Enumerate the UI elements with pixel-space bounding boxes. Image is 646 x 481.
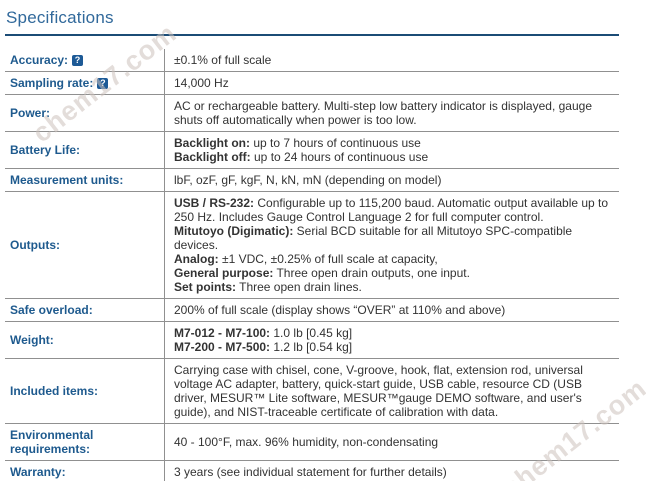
spec-value-line: M7-200 - M7-500: 1.2 lb [0.54 kg]	[174, 340, 615, 354]
spec-label: Included items:	[5, 359, 165, 423]
spec-value-line: Backlight on: up to 7 hours of continuou…	[174, 136, 615, 150]
specifications-page: Specifications Accuracy:? ±0.1% of full s…	[5, 8, 619, 481]
spec-row: Power: AC or rechargeable battery. Multi-…	[5, 95, 619, 132]
spec-value-bold: Backlight off:	[174, 150, 251, 164]
spec-label: Accuracy:?	[5, 49, 165, 71]
spec-value: Backlight on: up to 7 hours of continuou…	[165, 132, 619, 168]
spec-row: Accuracy:? ±0.1% of full scale	[5, 49, 619, 72]
spec-value-text: Configurable up to 115,200 baud. Automat…	[174, 196, 609, 224]
spec-label-text: Environmental requirements:	[10, 428, 94, 456]
spec-value-text: 40 - 100°F, max. 96% humidity, non-conde…	[174, 435, 439, 449]
spec-row: Warranty: 3 years (see individual stateme…	[5, 461, 619, 481]
spec-label-text: Outputs:	[10, 238, 60, 252]
spec-value-line: General purpose: Three open drain output…	[174, 266, 615, 280]
spec-value-line: Set points: Three open drain lines.	[174, 280, 615, 294]
spec-value-text: Carrying case with chisel, cone, V-groov…	[174, 363, 583, 419]
spec-value-line: 200% of full scale (display shows “OVER”…	[174, 303, 615, 317]
spec-row: Weight: M7-012 - M7-100: 1.0 lb [0.45 kg]…	[5, 322, 619, 359]
spec-value-bold: General purpose:	[174, 266, 274, 280]
spec-value-text: AC or rechargeable battery. Multi-step l…	[174, 99, 592, 127]
spec-label-text: Power:	[10, 106, 51, 120]
spec-value-text: up to 24 hours of continuous use	[250, 150, 429, 164]
spec-label-text: Safe overload:	[10, 303, 93, 317]
spec-label: Safe overload:	[5, 299, 165, 321]
spec-value-text: Three open drain outputs, one input.	[273, 266, 470, 280]
spec-value-line: AC or rechargeable battery. Multi-step l…	[174, 99, 615, 127]
spec-row: Outputs: USB / RS-232: Configurable up to…	[5, 192, 619, 299]
spec-label: Warranty:	[5, 461, 165, 481]
spec-value-line: Mitutoyo (Digimatic): Serial BCD suitabl…	[174, 224, 615, 252]
spec-row: Included items: Carrying case with chisel…	[5, 359, 619, 424]
spec-value: 40 - 100°F, max. 96% humidity, non-conde…	[165, 431, 619, 453]
spec-value-text: 1.2 lb [0.54 kg]	[270, 340, 353, 354]
spec-label-text: Measurement units:	[10, 173, 124, 187]
spec-value-line: M7-012 - M7-100: 1.0 lb [0.45 kg]	[174, 326, 615, 340]
spec-label-text: Weight:	[10, 333, 54, 347]
spec-value: USB / RS-232: Configurable up to 115,200…	[165, 192, 619, 298]
spec-value: AC or rechargeable battery. Multi-step l…	[165, 95, 619, 131]
spec-value-line: ±0.1% of full scale	[174, 53, 615, 67]
spec-label-text: Warranty:	[10, 465, 66, 479]
spec-value-line: 40 - 100°F, max. 96% humidity, non-conde…	[174, 435, 615, 449]
spec-row: Battery Life: Backlight on: up to 7 hours…	[5, 132, 619, 169]
spec-label: Measurement units:	[5, 169, 165, 191]
spec-row: Environmental requirements: 40 - 100°F, m…	[5, 424, 619, 461]
spec-value: 200% of full scale (display shows “OVER”…	[165, 299, 619, 321]
help-icon[interactable]: ?	[97, 77, 109, 89]
spec-value-line: USB / RS-232: Configurable up to 115,200…	[174, 196, 615, 224]
spec-value-bold: Backlight on:	[174, 136, 251, 150]
spec-label: Weight:	[5, 322, 165, 358]
spec-label-text: Battery Life:	[10, 143, 81, 157]
spec-value: M7-012 - M7-100: 1.0 lb [0.45 kg] M7-200 …	[165, 322, 619, 358]
spec-label-text: Included items:	[10, 384, 99, 398]
spec-label: Outputs:	[5, 192, 165, 298]
spec-value-text: ±0.1% of full scale	[174, 53, 272, 67]
spec-value-bold: USB / RS-232:	[174, 196, 255, 210]
spec-value: 14,000 Hz	[165, 72, 619, 94]
spec-value-line: 3 years (see individual statement for fu…	[174, 465, 615, 479]
spec-value-text: 14,000 Hz	[174, 76, 229, 90]
spec-value-bold: Analog:	[174, 252, 219, 266]
spec-value: Carrying case with chisel, cone, V-groov…	[165, 359, 619, 423]
spec-label: Power:	[5, 95, 165, 131]
spec-value-line: lbF, ozF, gF, kgF, N, kN, mN (depending …	[174, 173, 615, 187]
spec-row: Safe overload: 200% of full scale (displa…	[5, 299, 619, 322]
spec-label: Battery Life:	[5, 132, 165, 168]
spec-value-text: Three open drain lines.	[236, 280, 362, 294]
spec-value: lbF, ozF, gF, kgF, N, kN, mN (depending …	[165, 169, 619, 191]
spec-value-text: lbF, ozF, gF, kgF, N, kN, mN (depending …	[174, 173, 442, 187]
spec-row: Measurement units: lbF, ozF, gF, kgF, N, …	[5, 169, 619, 192]
spec-value: 3 years (see individual statement for fu…	[165, 461, 619, 481]
spec-label: Environmental requirements:	[5, 424, 165, 460]
spec-value-text: 1.0 lb [0.45 kg]	[270, 326, 353, 340]
page-title: Specifications	[5, 8, 619, 36]
spec-value-line: Backlight off: up to 24 hours of continu…	[174, 150, 615, 164]
spec-value-line: Analog: ±1 VDC, ±0.25% of full scale at …	[174, 252, 615, 266]
spec-label-text: Sampling rate:	[10, 76, 94, 90]
spec-value-text: ±1 VDC, ±0.25% of full scale at capacity…	[218, 252, 438, 266]
spec-label-text: Accuracy:	[10, 53, 69, 67]
spec-value-bold: Mitutoyo (Digimatic):	[174, 224, 294, 238]
spec-value-line: Carrying case with chisel, cone, V-groov…	[174, 363, 615, 419]
spec-label: Sampling rate:?	[5, 72, 165, 94]
spec-value-bold: M7-200 - M7-500:	[174, 340, 271, 354]
spec-value: ±0.1% of full scale	[165, 49, 619, 71]
spec-value-text: up to 7 hours of continuous use	[250, 136, 421, 150]
spec-value-bold: M7-012 - M7-100:	[174, 326, 271, 340]
spec-row: Sampling rate:? 14,000 Hz	[5, 72, 619, 95]
spec-value-text: Serial BCD suitable for all Mitutoyo SPC…	[174, 224, 573, 252]
spec-value-bold: Set points:	[174, 280, 236, 294]
spec-value-line: 14,000 Hz	[174, 76, 615, 90]
spec-value-text: 3 years (see individual statement for fu…	[174, 465, 447, 479]
specifications-table: Accuracy:? ±0.1% of full scale Sampling ra…	[5, 49, 619, 481]
help-icon[interactable]: ?	[72, 54, 84, 66]
spec-value-text: 200% of full scale (display shows “OVER”…	[174, 303, 506, 317]
